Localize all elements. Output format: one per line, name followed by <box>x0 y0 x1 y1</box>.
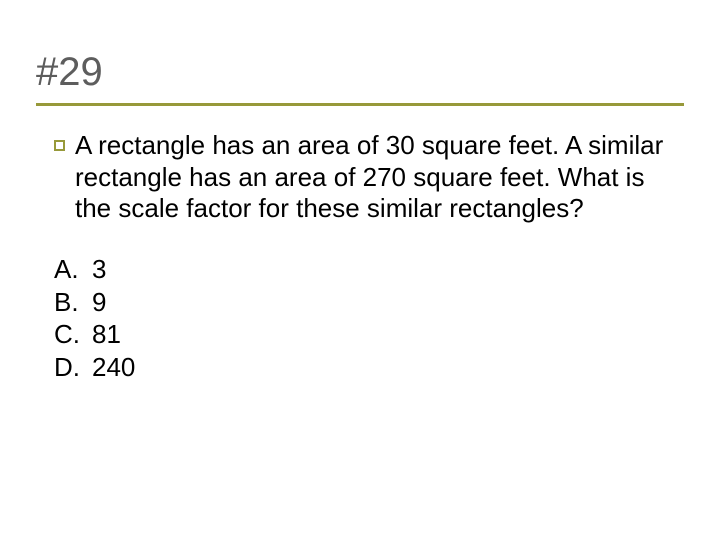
option-label: D. <box>54 351 92 384</box>
option-b: B. 9 <box>54 286 684 319</box>
option-value: 9 <box>92 286 684 319</box>
option-a: A. 3 <box>54 253 684 286</box>
slide-body: A rectangle has an area of 30 square fee… <box>54 130 684 383</box>
square-bullet-icon <box>54 140 65 151</box>
title-underline <box>36 103 684 106</box>
slide: #29 A rectangle has an area of 30 square… <box>0 0 720 540</box>
slide-title: #29 <box>36 50 684 101</box>
option-d: D. 240 <box>54 351 684 384</box>
title-block: #29 <box>36 50 684 106</box>
option-value: 240 <box>92 351 684 384</box>
question-text: A rectangle has an area of 30 square fee… <box>75 130 684 225</box>
option-value: 3 <box>92 253 684 286</box>
option-c: C. 81 <box>54 318 684 351</box>
option-label: A. <box>54 253 92 286</box>
option-label: B. <box>54 286 92 319</box>
option-label: C. <box>54 318 92 351</box>
options-list: A. 3 B. 9 C. 81 D. 240 <box>54 253 684 383</box>
option-value: 81 <box>92 318 684 351</box>
question-row: A rectangle has an area of 30 square fee… <box>54 130 684 225</box>
